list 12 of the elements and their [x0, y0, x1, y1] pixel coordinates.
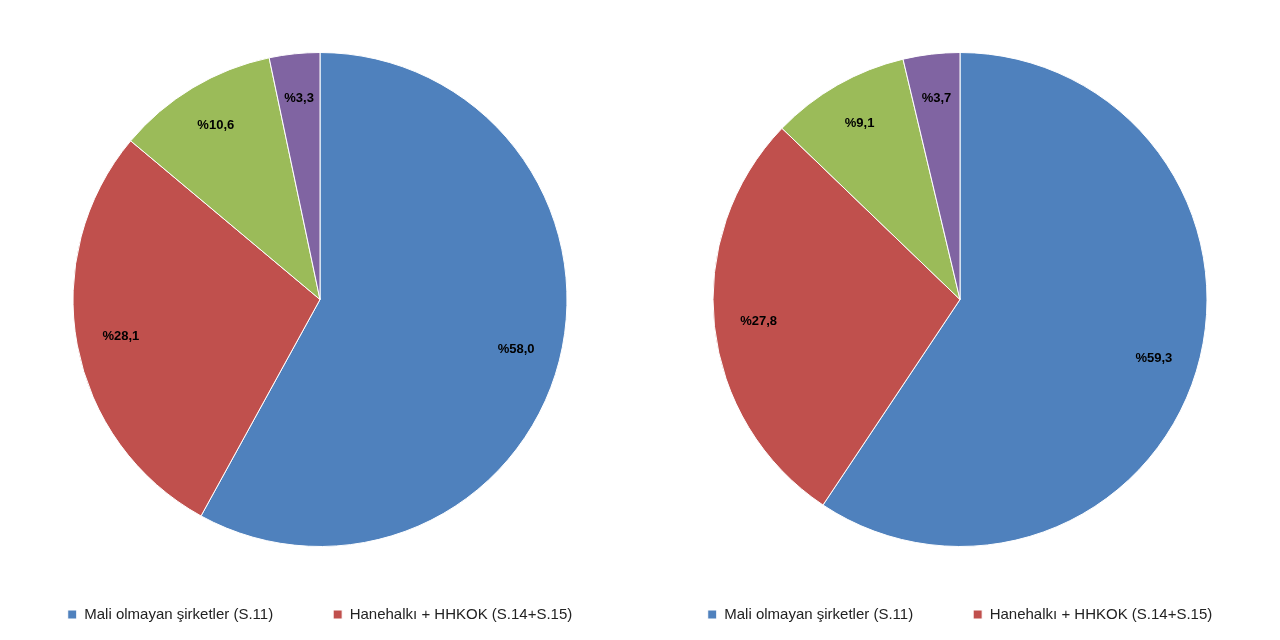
legend-label: Mali olmayan şirketler (S.11) [724, 604, 914, 622]
data-label: %9,1 [844, 115, 875, 131]
data-label: %28,1 [102, 328, 140, 344]
legend-label: Hanehalkı + HHKOK (S.14+S.15) [349, 604, 573, 622]
data-label: %3,3 [284, 89, 314, 105]
data-label: %10,6 [197, 117, 235, 133]
data-label: %58,0 [497, 341, 535, 357]
data-label: %59,3 [1135, 349, 1173, 365]
legend-label: Hanehalkı + HHKOK (S.14+S.15) [989, 604, 1213, 622]
legend-label: Mali olmayan şirketler (S.11) [84, 604, 274, 622]
data-label: %3,7 [921, 89, 952, 105]
data-label: %27,8 [740, 313, 778, 329]
